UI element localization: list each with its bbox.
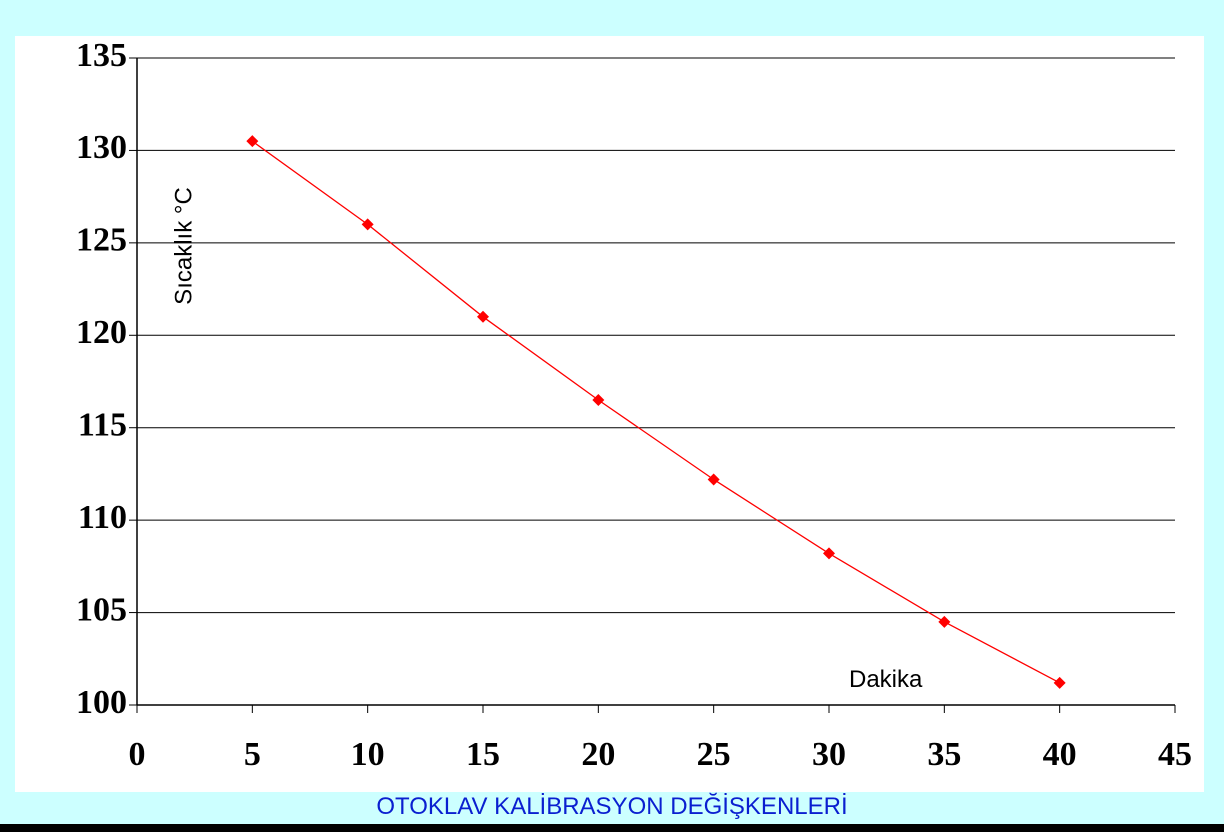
x-tick-label: 25 [697,736,731,773]
data-point [361,218,374,231]
x-tick-label: 15 [466,736,500,773]
x-tick-label: 40 [1043,736,1077,773]
grid-lines [137,57,1175,614]
series-layer [246,135,1066,689]
series-line [251,140,1060,684]
data-point [823,547,835,560]
y-tick-label: 120 [76,314,127,351]
x-tick-labels: 0 5 10 15 20 25 30 35 40 45 [129,736,1193,773]
y-tick-label: 105 [76,591,127,628]
plot-panel: 100 105 110 115 120 125 130 135 0 5 10 15 20 25 30 35 4… [15,36,1204,792]
y-tick-labels: 100 105 110 115 120 125 130 135 [76,37,127,721]
line-chart: 100 105 110 115 120 125 130 135 0 5 10 15 20 25 30 35 4… [76,37,1193,773]
y-tick-label: 135 [76,37,127,74]
figure-caption: OTOKLAV KALİBRASYON DEĞİŞKENLERİ [376,793,848,820]
y-tick-label: 130 [76,129,127,166]
y-tick-label: 110 [78,499,127,536]
data-point [938,615,951,628]
axis-lines [129,57,1176,713]
data-point [477,310,489,323]
data-point [246,135,259,148]
data-point [592,393,605,406]
x-tick-label: 20 [581,736,615,773]
y-tick-label: 115 [78,407,127,444]
x-tick-label: 10 [351,736,385,773]
x-tick-label: 30 [812,736,846,773]
x-axis-title: Dakika [849,666,923,693]
y-axis-title: Sıcaklık °C [170,187,197,305]
x-tick-label: 0 [129,736,146,773]
x-tick-label: 45 [1158,736,1192,773]
data-point [1053,676,1066,689]
y-tick-label: 125 [76,222,127,259]
data-point [707,473,720,486]
y-tick-label: 100 [76,684,127,721]
bottom-bar [0,824,1224,832]
x-tick-label: 5 [244,736,261,773]
x-tick-label: 35 [927,736,961,773]
